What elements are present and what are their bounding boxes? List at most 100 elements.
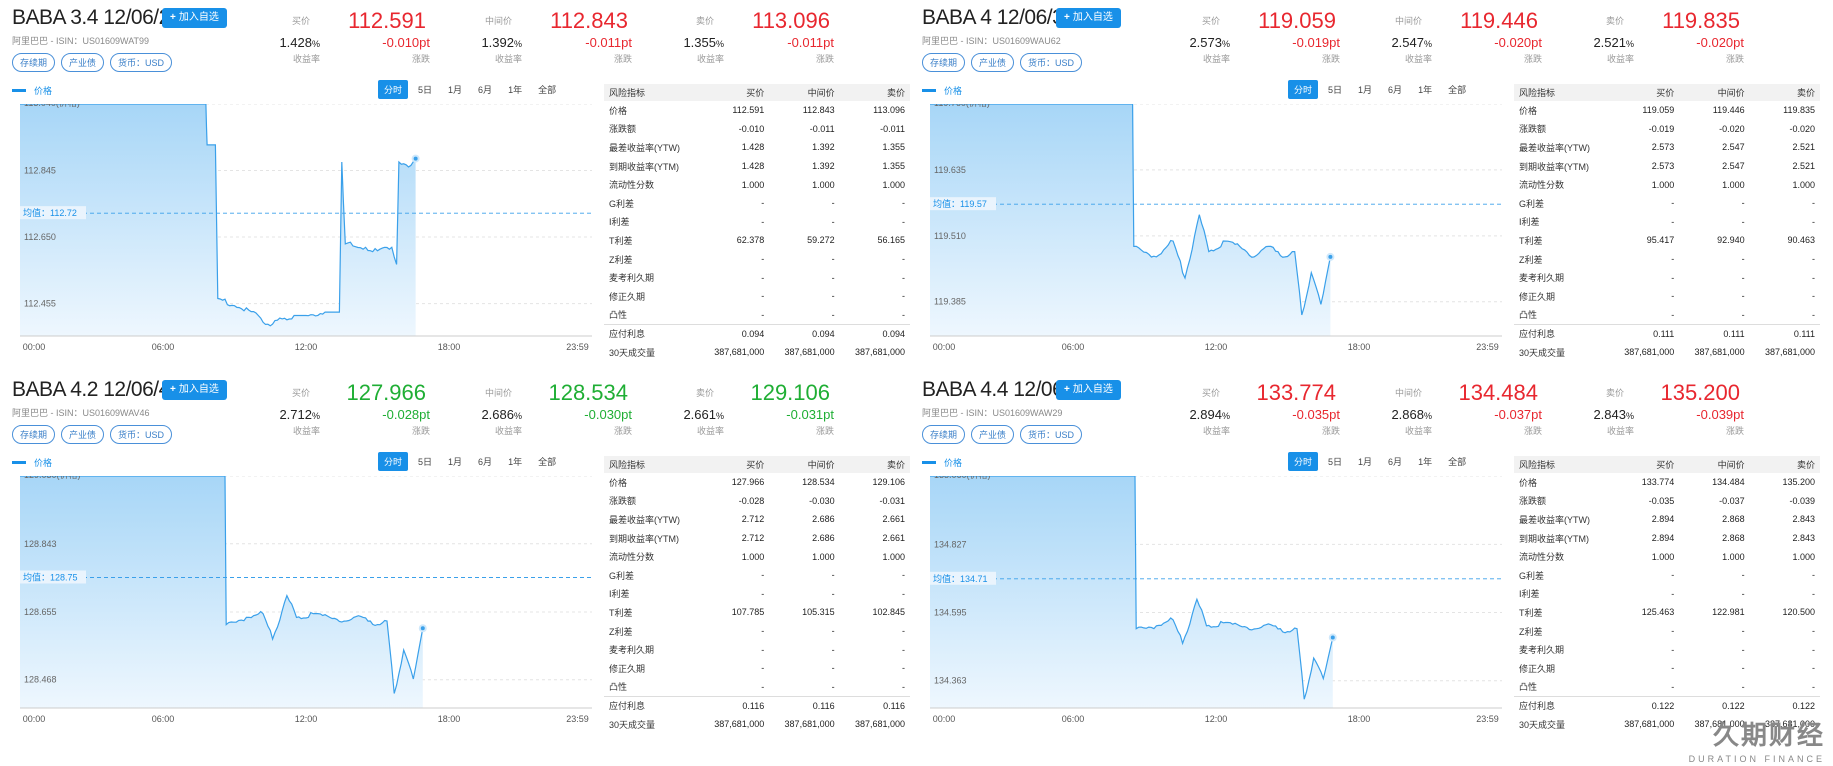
risk-metric-mid: 2.547 [1722, 161, 1745, 172]
price-chart[interactable]: 均值：119.57 119.760(价格) 119.635 119.510 119.38… [922, 104, 1512, 364]
period-tab[interactable]: 1年 [508, 85, 523, 95]
risk-table-header-cell: 卖价 [1749, 84, 1820, 101]
risk-metric-ask: - [1812, 272, 1815, 283]
x-tick-label: 23:59 [566, 342, 589, 352]
risk-table-row: 麦考利久期 - - - [1514, 640, 1820, 659]
period-tab[interactable]: 分时 [1288, 452, 1319, 471]
risk-metric-mid: 128.534 [802, 477, 835, 488]
risk-metric-bid: - [761, 681, 765, 692]
quote-yield-value: 1.428 [279, 35, 312, 50]
x-tick-label: 06:00 [1062, 342, 1085, 352]
period-tab[interactable]: 全部 [538, 457, 557, 467]
risk-metric-mid: - [831, 570, 835, 581]
quote-column: 卖价 135.200 2.843% 收益率 -0.039pt 涨跌 [1552, 380, 1752, 436]
percent-sign: % [1423, 411, 1432, 421]
bond-tag[interactable]: 存续期 [922, 425, 966, 444]
risk-metric-name: 流动性分数 [609, 552, 655, 563]
quote-yield: 2.894% [1189, 407, 1230, 422]
bond-tag[interactable]: 产业债 [61, 53, 105, 72]
price-area [20, 104, 416, 336]
risk-metric-ask: 113.096 [873, 105, 905, 116]
risk-table-row: 到期收益率(YTM) 1.428 1.392 1.355 [604, 157, 910, 176]
risk-metric-mid: -0.011 [809, 123, 835, 134]
risk-metric-bid: 107.785 [731, 607, 765, 618]
period-tab[interactable]: 5日 [418, 457, 433, 467]
quote-change: -0.031pt [786, 407, 834, 422]
bond-tag[interactable]: 存续期 [922, 53, 966, 72]
x-tick-label: 06:00 [152, 342, 175, 352]
add-to-watchlist-button[interactable]: + 加入自选 [1056, 380, 1121, 400]
price-chart[interactable]: 均值：134.71 135.060(价格) 134.827 134.595 134.36… [922, 476, 1512, 736]
risk-metric-mid: 387,681,000 [784, 347, 835, 358]
risk-table-row: 应付利息 0.094 0.094 0.094 [604, 323, 910, 343]
period-tab[interactable]: 6月 [1388, 457, 1403, 467]
quote-yield: 1.355% [683, 35, 724, 50]
period-tab[interactable]: 5日 [1328, 457, 1343, 467]
risk-table-row: 最差收益率(YTW) 1.428 1.392 1.355 [604, 138, 910, 157]
period-tab[interactable]: 分时 [1288, 80, 1319, 99]
period-tab[interactable]: 6月 [478, 85, 493, 95]
period-tab[interactable]: 1年 [1418, 85, 1433, 95]
period-tab[interactable]: 全部 [538, 85, 557, 95]
period-tab[interactable]: 分时 [378, 452, 409, 471]
bond-tag[interactable]: 货币：USD [1020, 425, 1083, 444]
y-tick-label: 128.843 [24, 539, 57, 549]
risk-metric-ask: - [1812, 681, 1815, 692]
chart-legend[interactable]: 价格 [922, 84, 962, 97]
quote-column: 中间价 134.484 2.868% 收益率 -0.037pt 涨跌 [1350, 380, 1550, 436]
period-tab[interactable]: 1年 [508, 457, 523, 467]
risk-metric-bid: 0.094 [698, 323, 770, 343]
add-to-watchlist-button[interactable]: + 加入自选 [1056, 8, 1121, 28]
period-tab[interactable]: 分时 [378, 80, 409, 99]
add-to-watchlist-button[interactable]: + 加入自选 [162, 380, 227, 400]
price-chart[interactable]: 均值：128.75 129.030(价格) 128.843 128.655 128.46… [12, 476, 602, 736]
risk-table-header-cell: 中间价 [769, 84, 840, 101]
period-tab[interactable]: 1月 [448, 85, 463, 95]
add-to-watchlist-button[interactable]: + 加入自选 [162, 8, 227, 28]
risk-metric-ask: 129.106 [872, 477, 905, 488]
period-tab[interactable]: 全部 [1448, 457, 1467, 467]
price-chart[interactable]: 均值：112.72 113.040(价格) 112.845 112.650 112.45… [12, 104, 602, 364]
risk-metric-bid: - [761, 588, 765, 599]
quote-yield-value: 2.661 [683, 407, 716, 422]
chart-legend[interactable]: 价格 [12, 456, 52, 469]
risk-table-row: 价格 127.966 128.534 129.106 [604, 473, 910, 492]
bond-tag[interactable]: 产业债 [971, 53, 1015, 72]
risk-metric-bid: 387,681,000 [714, 719, 765, 730]
risk-metric-mid: 387,681,000 [784, 719, 835, 730]
chart-legend[interactable]: 价格 [922, 456, 962, 469]
quote-label: 卖价 [695, 388, 714, 398]
bond-tag[interactable]: 货币：USD [110, 425, 173, 444]
risk-metric-ask: 2.521 [1792, 161, 1815, 172]
risk-metric-mid: - [831, 309, 835, 320]
risk-metric-bid: - [1671, 198, 1675, 209]
period-tab[interactable]: 5日 [1328, 85, 1343, 95]
period-tab[interactable]: 6月 [1388, 85, 1403, 95]
period-tab[interactable]: 6月 [478, 457, 493, 467]
bond-tag[interactable]: 货币：USD [110, 53, 173, 72]
risk-metric-ask: - [902, 216, 905, 227]
period-tab[interactable]: 5日 [418, 85, 433, 95]
risk-metric-name: 凸性 [609, 682, 628, 693]
risk-metric-bid: 2.573 [1651, 161, 1675, 172]
risk-metric-bid: - [761, 272, 765, 283]
period-tab[interactable]: 1年 [1418, 457, 1433, 467]
risk-metric-ask: 1.000 [1792, 179, 1815, 190]
bond-tag[interactable]: 存续期 [12, 53, 56, 72]
bond-tags: 存续期 产业债 货币：USD [12, 53, 173, 72]
risk-metric-mid: 0.122 [1679, 695, 1750, 715]
period-tab[interactable]: 1月 [1358, 85, 1373, 95]
period-tab[interactable]: 全部 [1448, 85, 1467, 95]
period-tabs: 分时 5日 1月 6月 1年 全部 [378, 80, 562, 99]
risk-metric-name: 修正久期 [1519, 291, 1556, 302]
risk-metric-mid: 2.686 [812, 514, 835, 525]
quote-price: 127.966 [346, 380, 426, 405]
bond-tag[interactable]: 存续期 [12, 425, 56, 444]
period-tab[interactable]: 1月 [448, 457, 463, 467]
period-tab[interactable]: 1月 [1358, 457, 1373, 467]
bond-tag[interactable]: 产业债 [971, 425, 1015, 444]
bond-tag[interactable]: 货币：USD [1020, 53, 1083, 72]
risk-metric-name: G利差 [1519, 570, 1545, 581]
bond-tag[interactable]: 产业债 [61, 425, 105, 444]
chart-legend[interactable]: 价格 [12, 84, 52, 97]
